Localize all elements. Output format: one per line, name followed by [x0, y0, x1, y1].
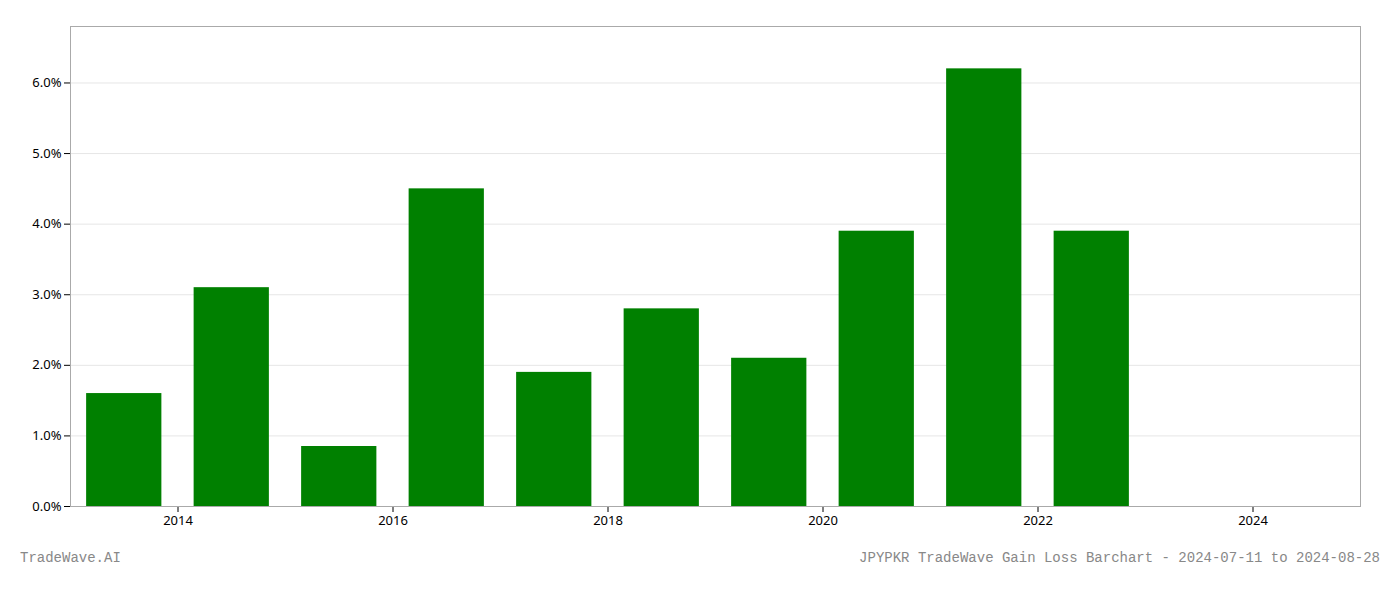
svg-text:3.0%: 3.0%	[32, 285, 61, 303]
svg-text:2.0%: 2.0%	[32, 355, 61, 373]
html-text:JPYPKR TradeWave Gain Loss Bar: JPYPKR TradeWave Gain Loss Barchart - 20…	[859, 550, 1380, 566]
svg-text:5.0%: 5.0%	[32, 144, 61, 162]
svg-text:2018: 2018	[593, 511, 623, 529]
html-text:TradeWave.AI: TradeWave.AI	[20, 550, 121, 566]
svg-text:2016: 2016	[378, 511, 408, 529]
svg-text:4.0%: 4.0%	[32, 214, 61, 232]
svg-text:2020: 2020	[808, 511, 838, 529]
svg-text:2014: 2014	[163, 511, 193, 529]
svg-text:1.0%: 1.0%	[32, 426, 61, 444]
svg-text:2024: 2024	[1238, 511, 1268, 529]
svg-text:6.0%: 6.0%	[32, 73, 61, 91]
svg-text:0.0%: 0.0%	[32, 497, 61, 515]
svg-text:2022: 2022	[1023, 511, 1053, 529]
